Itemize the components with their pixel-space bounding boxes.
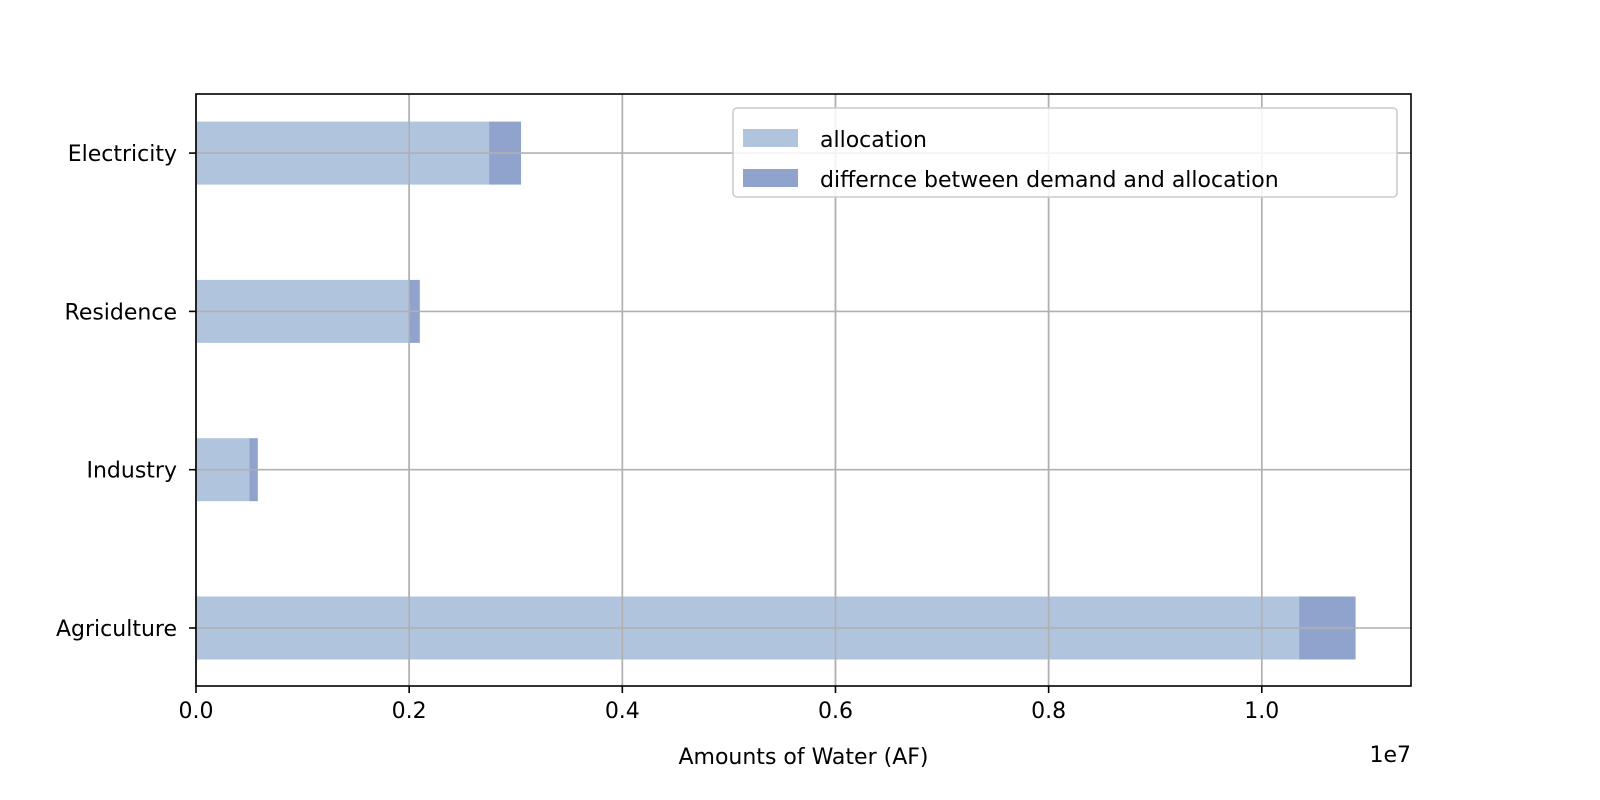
x-tick-label: 0.8 — [1031, 699, 1066, 724]
legend-box — [732, 107, 1398, 198]
x-tick-label: 1.0 — [1244, 699, 1279, 724]
legend-swatch-allocation — [743, 129, 798, 147]
y-tick-label-residence: Residence — [65, 300, 177, 325]
legend-label-difference: differnce between demand and allocation — [820, 168, 1279, 193]
x-tick-label: 0.0 — [179, 699, 214, 724]
y-tick-label-electricity: Electricity — [68, 142, 177, 167]
x-tick-label: 0.6 — [818, 699, 853, 724]
y-tick-label-agriculture: Agriculture — [56, 617, 177, 642]
legend-swatch-difference — [743, 169, 798, 187]
x-tick-label: 0.2 — [392, 699, 427, 724]
x-tick-label: 0.4 — [605, 699, 640, 724]
x-axis-label: Amounts of Water (AF) — [678, 745, 928, 770]
plot-frame — [195, 93, 1412, 687]
bars — [195, 94, 1411, 686]
legend: allocation differnce between demand and a… — [732, 107, 1398, 198]
legend-label-allocation: allocation — [820, 128, 927, 153]
axis-ticks: 0.0 0.2 0.4 0.6 0.8 1.0 Agriculture Industry Res… — [56, 142, 1279, 724]
y-tick-label-industry: Industry — [87, 459, 178, 484]
x-axis-offset-label: 1e7 — [1369, 743, 1411, 768]
